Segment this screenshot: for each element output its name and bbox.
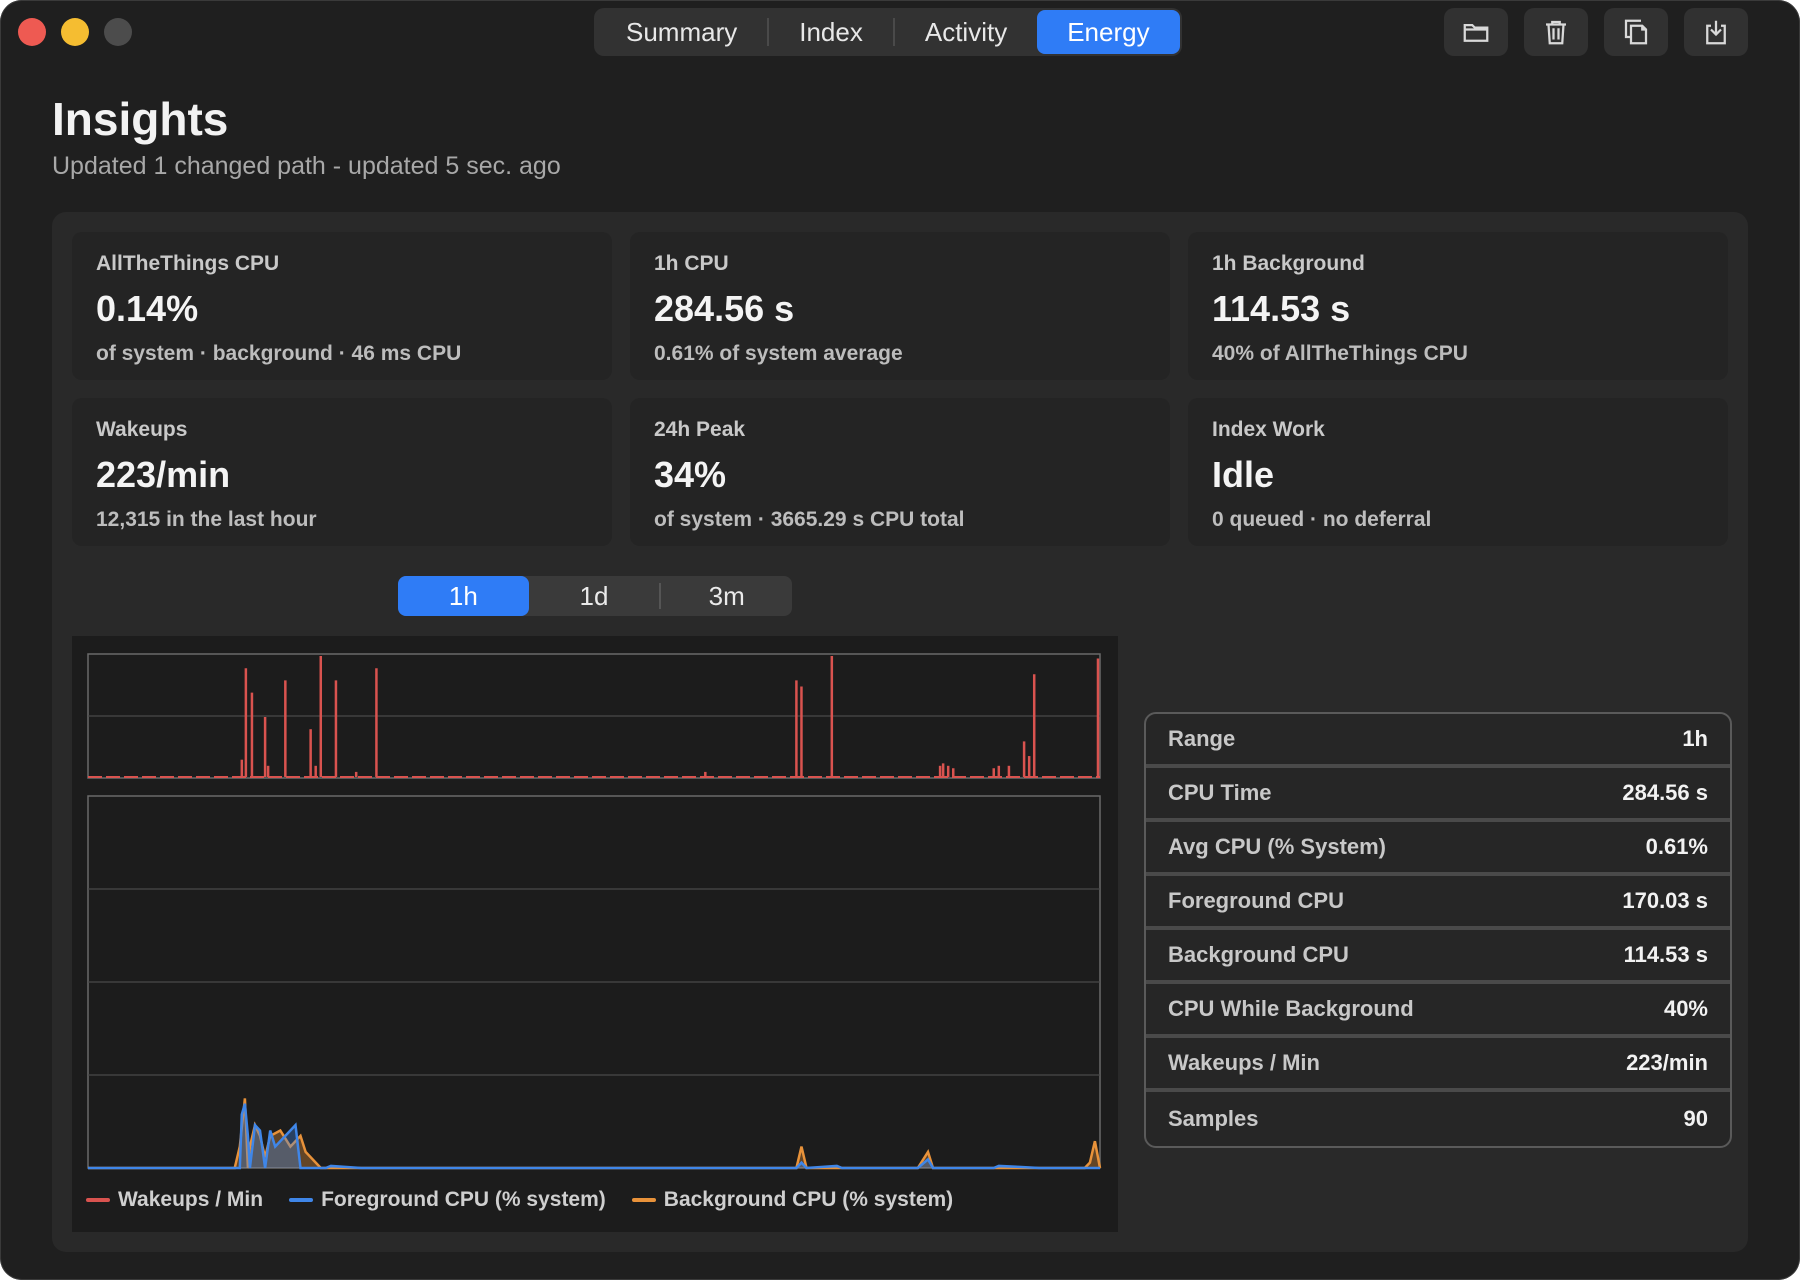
- insights-panel: AllTheThings CPU 0.14% of system · backg…: [52, 212, 1748, 1252]
- card-label: Wakeups: [96, 418, 188, 441]
- range-selector: 1h 1d 3m: [398, 576, 792, 616]
- card-value: 0.14%: [96, 288, 199, 329]
- tab-divider: [892, 18, 895, 46]
- stat-key: Background CPU: [1168, 942, 1349, 967]
- metric-card-1h-cpu: 1h CPU 284.56 s 0.61% of system average: [630, 232, 1170, 380]
- metric-card-1h-background: 1h Background 114.53 s 40% of AllTheThin…: [1188, 232, 1728, 380]
- stats-table: Range 1h CPU Time 284.56 s Avg CPU (% Sy…: [1144, 712, 1732, 1148]
- foreground-cpu-area: [88, 1103, 1100, 1168]
- card-subtext: of system · background · 46 ms CPU: [96, 342, 462, 365]
- stat-row-cpu-time: CPU Time 284.56 s: [1146, 768, 1730, 822]
- stat-value: 40%: [1663, 996, 1708, 1021]
- stat-row-range: Range 1h: [1146, 714, 1730, 768]
- metric-card-wakeups: Wakeups 223/min 12,315 in the last hour: [72, 398, 612, 546]
- legend-label: Foreground CPU (% system): [321, 1188, 606, 1211]
- card-subtext: 40% of AllTheThings CPU: [1212, 342, 1468, 365]
- range-option-1d[interactable]: 1d: [579, 580, 609, 611]
- legend-swatch: [86, 1198, 110, 1202]
- tab-summary[interactable]: Summary: [626, 16, 738, 47]
- copy-icon: [1624, 19, 1648, 45]
- minimize-window-button[interactable]: [61, 18, 89, 46]
- tab-activity[interactable]: Activity: [924, 16, 1008, 47]
- stat-key: Avg CPU (% System): [1168, 834, 1387, 859]
- card-value: 284.56 s: [654, 288, 795, 329]
- stat-key: Foreground CPU: [1168, 888, 1344, 913]
- foreground-cpu-line: [88, 1103, 1100, 1170]
- tab-divider: [767, 18, 770, 46]
- card-label: Index Work: [1212, 418, 1325, 441]
- trash-icon: [1546, 20, 1566, 45]
- card-value: Idle: [1212, 454, 1275, 495]
- legend-item-background: Background CPU (% system): [631, 1188, 954, 1212]
- export-button[interactable]: [1684, 8, 1748, 56]
- stat-row-wakeups: Wakeups / Min 223/min: [1146, 1038, 1730, 1092]
- card-label: 1h Background: [1212, 252, 1365, 275]
- energy-chart-svg: [87, 653, 1102, 1170]
- range-option-1h[interactable]: 1h: [398, 576, 529, 616]
- legend-item-foreground: Foreground CPU (% system): [289, 1188, 606, 1212]
- stat-key: Range: [1168, 726, 1236, 751]
- energy-chart: Wakeups / Min Foreground CPU (% system) …: [72, 636, 1118, 1232]
- metric-card-cpu: AllTheThings CPU 0.14% of system · backg…: [72, 232, 612, 380]
- stat-row-background-cpu: Background CPU 114.53 s: [1146, 930, 1730, 984]
- stat-value: 90: [1683, 1106, 1708, 1131]
- stat-key: Samples: [1168, 1106, 1259, 1131]
- stat-row-samples: Samples 90: [1146, 1092, 1730, 1146]
- stat-value: 284.56 s: [1622, 780, 1708, 805]
- legend-swatch: [289, 1198, 314, 1202]
- window-controls: [18, 18, 132, 46]
- page-title: Insights: [52, 93, 229, 145]
- stat-key: CPU Time: [1168, 780, 1272, 805]
- metric-cards: AllTheThings CPU 0.14% of system · backg…: [72, 232, 1728, 546]
- card-value: 223/min: [96, 454, 231, 495]
- page-subtitle: Updated 1 changed path - updated 5 sec. …: [52, 152, 561, 180]
- stat-value: 170.03 s: [1622, 888, 1708, 913]
- folder-icon: [1463, 24, 1489, 42]
- main-tab-bar: Summary Index Activity Energy: [594, 8, 1182, 56]
- card-value: 34%: [654, 454, 727, 495]
- toolbar: [1444, 8, 1748, 56]
- card-subtext: 0.61% of system average: [654, 342, 903, 365]
- stat-value: 1h: [1682, 726, 1708, 751]
- open-folder-button[interactable]: [1444, 8, 1508, 56]
- card-subtext: 0 queued · no deferral: [1212, 508, 1432, 531]
- tab-energy[interactable]: Energy: [1037, 10, 1180, 54]
- range-divider: [659, 583, 662, 609]
- legend-item-wakeups: Wakeups / Min: [86, 1188, 263, 1212]
- stat-key: CPU While Background: [1168, 996, 1414, 1021]
- card-label: 24h Peak: [654, 418, 746, 441]
- stat-row-avg-cpu: Avg CPU (% System) 0.61%: [1146, 822, 1730, 876]
- metric-card-index-work: Index Work Idle 0 queued · no deferral: [1188, 398, 1728, 546]
- export-icon: [1706, 20, 1726, 45]
- card-label: 1h CPU: [654, 252, 729, 275]
- chart-legend: Wakeups / Min Foreground CPU (% system) …: [86, 1188, 953, 1212]
- metric-card-24h-peak: 24h Peak 34% of system · 3665.29 s CPU t…: [630, 398, 1170, 546]
- stat-value: 223/min: [1626, 1050, 1708, 1075]
- stat-value: 114.53 s: [1623, 942, 1708, 967]
- range-option-3m[interactable]: 3m: [708, 580, 745, 611]
- delete-button[interactable]: [1524, 8, 1588, 56]
- close-window-button[interactable]: [18, 18, 46, 46]
- legend-swatch: [631, 1198, 656, 1202]
- stat-key: Wakeups / Min: [1168, 1050, 1320, 1075]
- card-label: AllTheThings CPU: [96, 252, 280, 275]
- tab-index[interactable]: Index: [799, 16, 863, 47]
- legend-label: Wakeups / Min: [118, 1188, 264, 1211]
- stat-row-foreground-cpu: Foreground CPU 170.03 s: [1146, 876, 1730, 930]
- card-value: 114.53 s: [1212, 288, 1351, 329]
- card-subtext: 12,315 in the last hour: [96, 508, 317, 531]
- copy-button[interactable]: [1604, 8, 1668, 56]
- stat-row-cpu-while-background: CPU While Background 40%: [1146, 984, 1730, 1038]
- legend-label: Background CPU (% system): [663, 1188, 954, 1211]
- stat-value: 0.61%: [1645, 834, 1708, 859]
- zoom-window-button[interactable]: [104, 18, 132, 46]
- card-subtext: of system · 3665.29 s CPU total: [654, 508, 965, 531]
